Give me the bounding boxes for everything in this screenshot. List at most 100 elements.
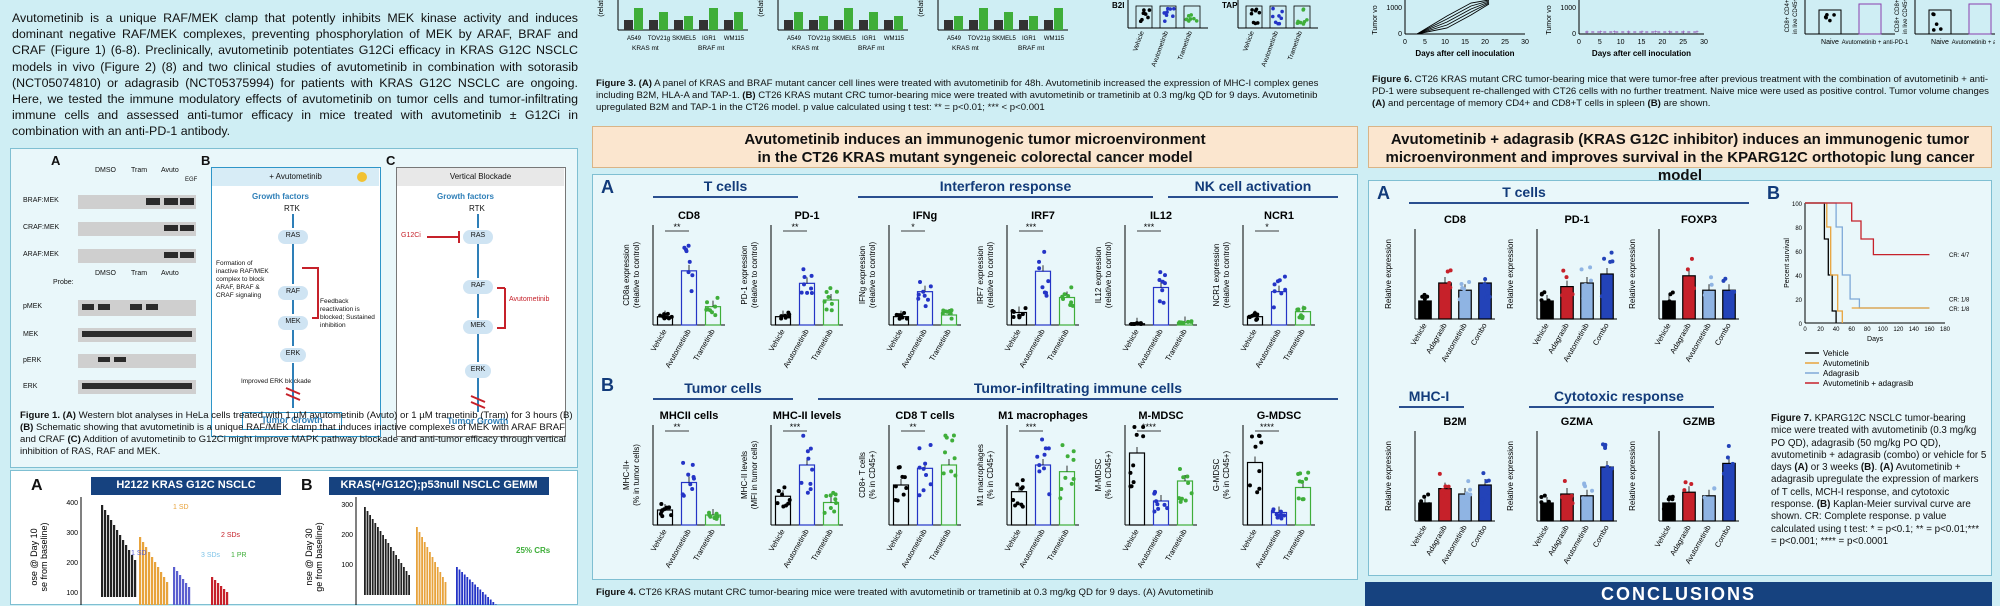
- fig3-bar-chart: A549 TOV21g SKMEL5 IGR1 WM115 KRAS mt BRAF mt (…: [918, 0, 1068, 52]
- data-point: [1186, 319, 1191, 324]
- x-tick-label: Vehicle: [1003, 528, 1023, 553]
- data-point: [921, 488, 926, 493]
- chart-b3: M1 macrophages VehicleAvutometinibTrameti…: [976, 410, 1088, 569]
- bar: [940, 314, 958, 326]
- erk-node-c: ERK: [465, 364, 491, 378]
- x-tick-label: Trametinib: [1177, 30, 1194, 61]
- x-tick-label: Trametinib: [809, 528, 834, 563]
- annotation: 1 SD: [131, 550, 147, 557]
- data-point: [829, 308, 834, 313]
- data-point: [1139, 322, 1144, 326]
- bar: [1128, 452, 1146, 526]
- data-point: [1279, 291, 1284, 296]
- bar: [684, 16, 693, 30]
- data-point: [1730, 461, 1735, 466]
- section-header: Tumor-infiltrating immune cells: [974, 380, 1182, 396]
- data-point: [1560, 495, 1565, 500]
- data-point: [1729, 480, 1734, 485]
- x-tick-label: 5: [1423, 39, 1427, 46]
- data-point: [1155, 502, 1160, 507]
- x-tick-label: Avutometinib: [1253, 328, 1282, 370]
- data-point: [1588, 278, 1593, 283]
- data-point: [1273, 20, 1278, 25]
- y-axis-label: M1 macrophages: [976, 444, 985, 506]
- sig-stars: **: [909, 422, 917, 432]
- cr-label: CR: 1/8: [1949, 297, 1970, 303]
- x-tick-label: Avutometinib: [663, 528, 692, 570]
- data-point: [1931, 12, 1935, 16]
- data-point: [925, 297, 930, 302]
- data-point: [1059, 486, 1064, 491]
- data-point: [1037, 259, 1042, 264]
- data-point: [1181, 475, 1186, 480]
- annotation: 3 SDs: [201, 552, 221, 559]
- waterfall-bar: [463, 574, 466, 605]
- data-point: [669, 513, 674, 518]
- data-point: [928, 482, 933, 487]
- blot-egf-label: EGF: [185, 177, 198, 183]
- data-point: [1275, 279, 1280, 284]
- data-point: [1666, 302, 1671, 307]
- fig6-bar-chart: CD8+ CD4+ in live CD45+Naive Avutometinib …: [1785, 0, 1909, 46]
- data-point: [1485, 290, 1490, 295]
- bar: [1702, 289, 1716, 320]
- formation-note: Formation of inactive RAF/MEK complex to…: [216, 260, 269, 299]
- section-header: T cells: [1502, 184, 1546, 200]
- data-point: [1164, 13, 1169, 18]
- g12ci-label: G12Ci: [401, 232, 421, 239]
- y-axis-label: (relati: [918, 0, 925, 17]
- waterfall-bar: [179, 575, 182, 605]
- data-point: [1482, 282, 1487, 287]
- data-point: [1707, 500, 1712, 505]
- y-axis-label: (MFI in tumor cells): [750, 440, 759, 509]
- x-tick-label: TOV21g: [808, 36, 830, 42]
- data-point: [1271, 305, 1276, 310]
- x-tick-label: Vehicle: [1242, 30, 1256, 52]
- x-tick-label: Combo: [1713, 524, 1733, 549]
- data-point: [822, 510, 827, 515]
- data-point: [1934, 22, 1939, 26]
- waterfall-bar: [408, 575, 410, 595]
- data-point: [1302, 306, 1307, 311]
- data-point: [1257, 10, 1262, 15]
- fig6-line-chart: 1000 00 5 10 15 20 25 30 Days after cell inocula…: [1372, 0, 1529, 58]
- fig7-caption-bold-2: (A): [1794, 462, 1809, 474]
- data-point: [709, 310, 714, 315]
- annotation: 1 SD: [173, 504, 189, 511]
- rtk-label: RTK: [284, 204, 300, 213]
- schematic-c-arrows: [427, 214, 506, 412]
- figure-7-caption: Figure 7. KPARG12C NSCLC tumor-bearing m…: [1771, 413, 1987, 548]
- y-axis-label: CD8a expression: [622, 244, 631, 305]
- x-tick-label: Vehicle: [1409, 524, 1429, 549]
- data-point: [713, 304, 718, 309]
- data-point: [1440, 284, 1445, 289]
- waterfall-bar: [110, 520, 113, 597]
- chart-title: NCR1: [1264, 210, 1294, 222]
- data-point: [1017, 313, 1022, 318]
- data-point: [941, 308, 946, 313]
- x-tick-label: 25: [1501, 39, 1509, 46]
- y-tick-label: 1000: [1386, 5, 1402, 12]
- data-point: [1709, 282, 1714, 287]
- data-point: [918, 280, 923, 285]
- waterfall-bar: [369, 515, 371, 595]
- data-point: [917, 493, 922, 498]
- y-axis-label: Tumor vo: [1546, 5, 1553, 34]
- waterfall-bar: [366, 511, 369, 595]
- y-tick-label: 0: [1799, 322, 1803, 328]
- data-point: [1023, 306, 1028, 311]
- raf-node-c: RAF: [463, 280, 493, 294]
- cr-label: CR: 4/7: [1949, 253, 1970, 259]
- data-point: [1283, 287, 1288, 292]
- y-axis-label: (relative to control): [1104, 242, 1113, 309]
- data-point: [1304, 476, 1309, 481]
- data-point: [952, 456, 957, 461]
- data-point: [799, 290, 804, 295]
- data-point: [928, 284, 933, 289]
- data-point: [1015, 482, 1020, 487]
- x-tick-label: Trametinib: [1045, 528, 1070, 563]
- data-point: [1301, 497, 1306, 502]
- data-point: [1141, 434, 1146, 439]
